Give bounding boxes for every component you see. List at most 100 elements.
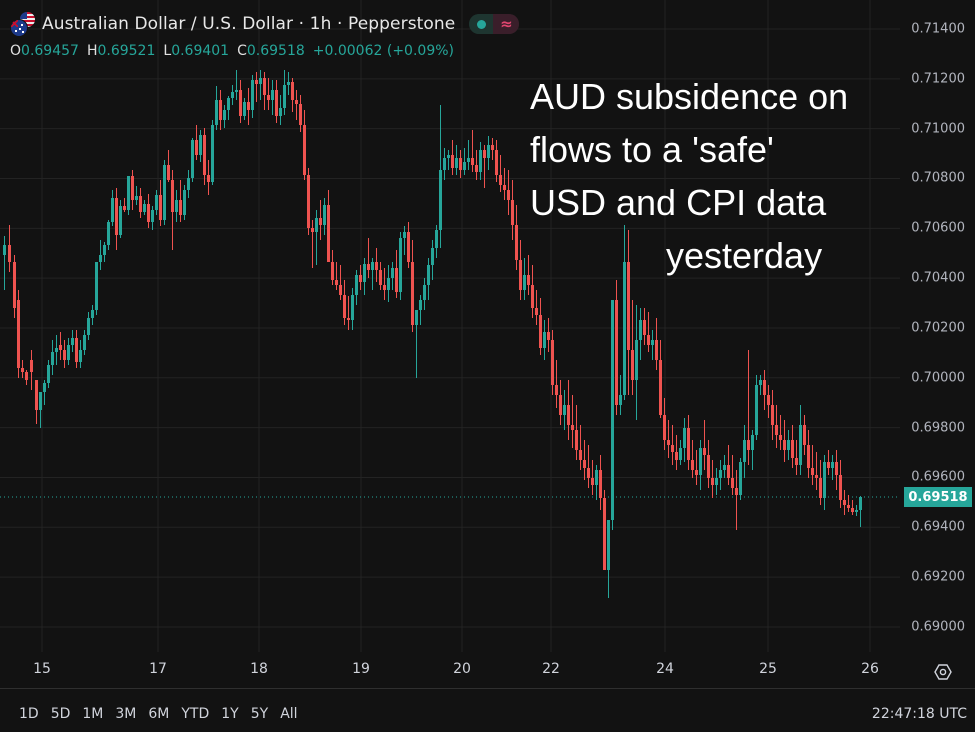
candle-up: [403, 226, 406, 255]
candle-up: [155, 190, 158, 215]
candle-down: [643, 308, 646, 345]
candle-down: [539, 298, 542, 355]
candle-down: [579, 425, 582, 470]
range-button-ytd[interactable]: YTD: [181, 706, 210, 722]
candle-down: [339, 265, 342, 300]
candle-up: [639, 308, 642, 360]
symbol-title[interactable]: Australian Dollar / U.S. Dollar · 1h · P…: [42, 14, 456, 34]
candle-down: [311, 220, 314, 268]
candle-down: [555, 360, 558, 408]
price-tick: 0.69800: [911, 420, 965, 436]
candle-down: [767, 385, 770, 418]
candle-down: [783, 420, 786, 462]
candle-down: [747, 350, 750, 465]
candle-down: [395, 250, 398, 298]
candle-up: [611, 300, 614, 530]
candle-up: [211, 120, 214, 185]
candle-down: [775, 405, 778, 448]
candle-up: [287, 72, 290, 95]
candle-down: [495, 140, 498, 182]
range-button-1y[interactable]: 1Y: [221, 706, 239, 722]
chart-area[interactable]: [0, 0, 900, 652]
candle-down: [471, 130, 474, 172]
candle-up: [447, 150, 450, 170]
candle-down: [511, 180, 514, 240]
candle-down: [599, 455, 602, 510]
candle-up: [523, 258, 526, 300]
aud-usd-flags-icon: [10, 12, 36, 37]
range-button-3m[interactable]: 3M: [115, 706, 137, 722]
candle-down: [75, 330, 78, 368]
candle-up: [79, 340, 82, 368]
candle-up: [243, 98, 246, 120]
price-tick: 0.70800: [911, 170, 965, 186]
candle-up: [479, 142, 482, 180]
candle-down: [59, 332, 62, 360]
candle-down: [347, 296, 350, 330]
time-axis[interactable]: 15 17 18 19 20 22 24 25 26: [0, 652, 975, 689]
candle-down: [671, 425, 674, 465]
candle-down: [475, 150, 478, 180]
candlestick-chart[interactable]: [0, 0, 900, 652]
candle-down: [827, 450, 830, 475]
date-tick: 19: [352, 661, 370, 677]
candle-up: [3, 236, 6, 290]
candle-up: [323, 198, 326, 235]
candle-down: [303, 110, 306, 180]
candle-down: [35, 380, 38, 424]
utc-clock[interactable]: 22:47:18 UTC: [871, 706, 967, 722]
settings-hexagon-icon[interactable]: [934, 663, 952, 681]
price-tick: 0.69200: [911, 569, 965, 585]
range-button-5d[interactable]: 5D: [50, 706, 71, 722]
date-tick: 18: [250, 661, 268, 677]
approx-equal-icon[interactable]: ≈: [493, 14, 520, 34]
candle-up: [235, 70, 238, 100]
footer-bar: 1D 5D 1M 3M 6M YTD 1Y 5Y All 22:47:18 UTC: [0, 689, 975, 732]
candle-down: [575, 405, 578, 460]
candle-down: [147, 194, 150, 228]
candle-down: [507, 170, 510, 215]
price-tick: 0.71000: [911, 121, 965, 137]
candle-down: [835, 450, 838, 490]
range-button-1d[interactable]: 1D: [19, 706, 39, 722]
candle-down: [491, 138, 494, 160]
ohlc-legend: O0.69457 H0.69521 L0.69401 C0.69518 +0.0…: [10, 43, 454, 59]
candle-down: [203, 128, 206, 185]
price-axis[interactable]: 0.71400 0.71200 0.71000 0.70800 0.70600 0.704…: [900, 0, 975, 652]
annotation-line-4: yesterday: [666, 235, 823, 276]
chart-header: Australian Dollar / U.S. Dollar · 1h · P…: [10, 12, 520, 37]
price-tick: 0.69600: [911, 469, 965, 485]
range-button-1m[interactable]: 1M: [82, 706, 104, 722]
market-open-indicator[interactable]: [469, 14, 494, 34]
candle-down: [295, 90, 298, 120]
candle-up: [619, 375, 622, 415]
open-label: O: [10, 43, 22, 59]
candle-down: [267, 78, 270, 110]
candle-down: [675, 435, 678, 470]
candle-down: [707, 440, 710, 488]
range-button-all[interactable]: All: [280, 706, 298, 722]
change-value: +0.00062 (+0.09%): [312, 43, 454, 59]
candle-down: [515, 205, 518, 270]
range-button-6m[interactable]: 6M: [148, 706, 170, 722]
candle-down: [587, 445, 590, 488]
candle-down: [13, 255, 16, 318]
candle-up: [607, 520, 610, 598]
candle-down: [139, 188, 142, 218]
candle-down: [25, 370, 28, 385]
candle-down: [195, 125, 198, 160]
range-button-5y[interactable]: 5Y: [250, 706, 269, 722]
candle-up: [371, 258, 374, 290]
candle-up: [391, 262, 394, 290]
candle-up: [387, 265, 390, 302]
candle-down: [763, 370, 766, 410]
market-status-pill[interactable]: ≈: [469, 14, 520, 34]
candle-up: [135, 186, 138, 205]
candle-down: [819, 460, 822, 505]
candle-up: [283, 70, 286, 115]
candle-down: [255, 72, 258, 102]
candle-down: [17, 290, 20, 378]
candle-down: [627, 230, 630, 395]
candle-up: [635, 305, 638, 420]
price-tick: 0.70200: [911, 320, 965, 336]
